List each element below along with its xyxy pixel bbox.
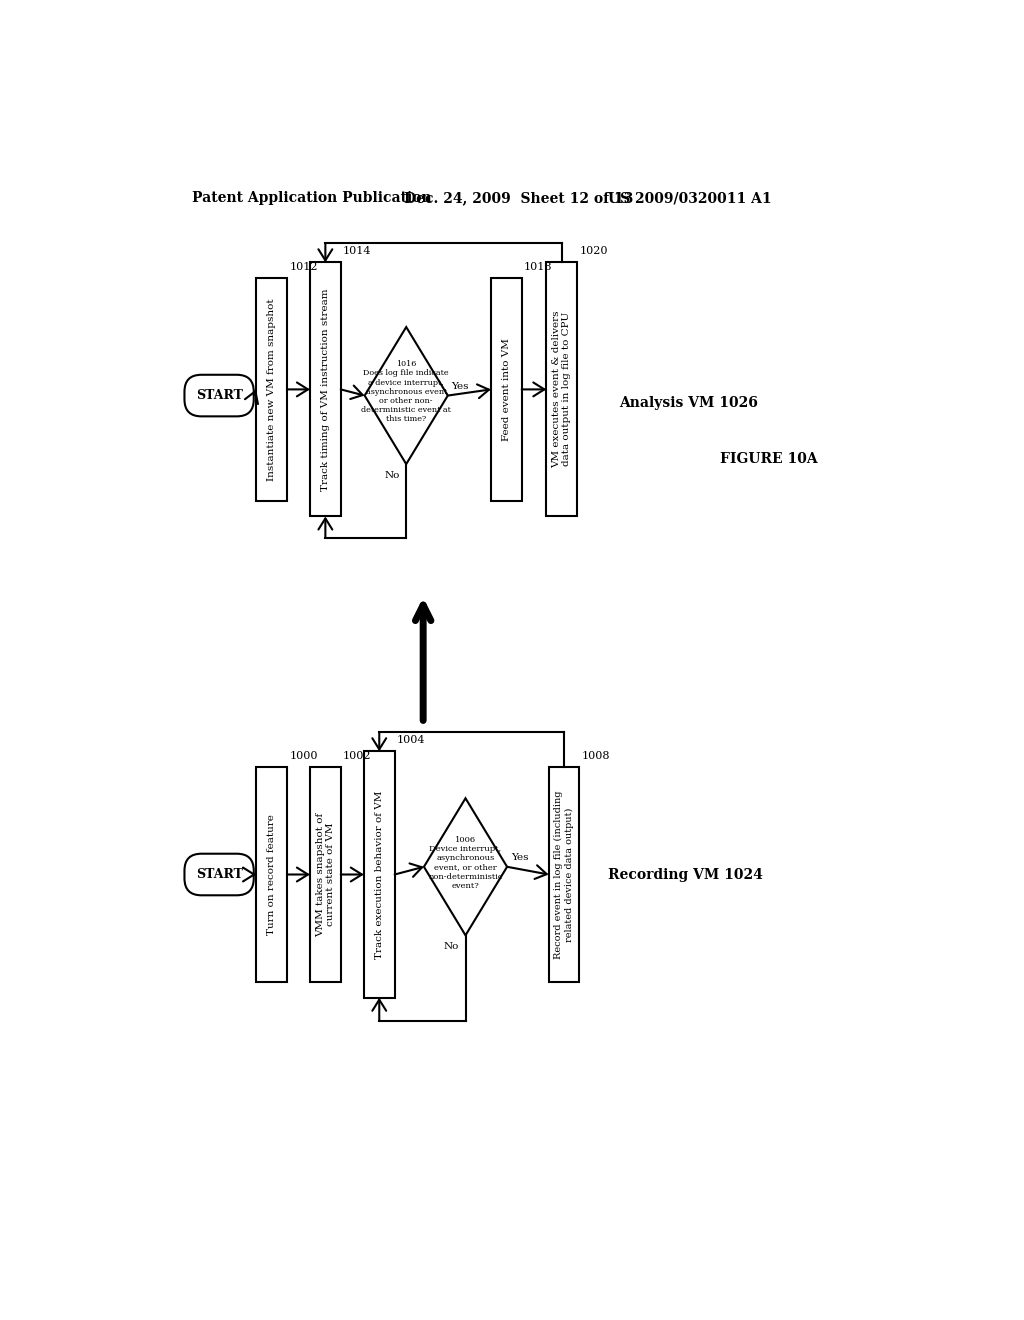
Bar bbox=[256, 767, 287, 982]
Text: No: No bbox=[385, 471, 400, 480]
Bar bbox=[549, 767, 580, 982]
Text: 1004: 1004 bbox=[397, 735, 426, 744]
Text: 1002: 1002 bbox=[343, 751, 372, 760]
Text: VMM takes snapshot of
current state of VM: VMM takes snapshot of current state of V… bbox=[315, 812, 335, 937]
Text: Record event in log file (including
related device data output): Record event in log file (including rela… bbox=[554, 791, 573, 958]
Polygon shape bbox=[424, 799, 507, 936]
FancyBboxPatch shape bbox=[184, 375, 254, 416]
Text: No: No bbox=[444, 942, 460, 952]
Bar bbox=[310, 263, 341, 516]
Bar bbox=[547, 263, 578, 516]
Bar bbox=[490, 277, 521, 502]
Text: Turn on record feature: Turn on record feature bbox=[267, 814, 276, 935]
Text: Analysis VM 1026: Analysis VM 1026 bbox=[620, 396, 759, 411]
Text: 1020: 1020 bbox=[580, 247, 608, 256]
Text: Recording VM 1024: Recording VM 1024 bbox=[608, 867, 763, 882]
Text: 1014: 1014 bbox=[343, 247, 372, 256]
Text: 1012: 1012 bbox=[289, 261, 317, 272]
Text: US 2009/0320011 A1: US 2009/0320011 A1 bbox=[608, 191, 772, 206]
Text: Feed event into VM: Feed event into VM bbox=[502, 338, 511, 441]
Text: Instantiate new VM from snapshot: Instantiate new VM from snapshot bbox=[267, 298, 276, 480]
Text: 1006
Device interrupt,
asynchronous
event, or other
non-deterministic
event?: 1006 Device interrupt, asynchronous even… bbox=[428, 836, 503, 890]
Text: START: START bbox=[196, 389, 243, 403]
Text: Patent Application Publication: Patent Application Publication bbox=[193, 191, 432, 206]
Text: 1018: 1018 bbox=[524, 261, 553, 272]
Bar bbox=[364, 751, 394, 998]
Text: Dec. 24, 2009  Sheet 12 of 13: Dec. 24, 2009 Sheet 12 of 13 bbox=[403, 191, 633, 206]
Text: VM executes event & delivers
data output in log file to CPU: VM executes event & delivers data output… bbox=[552, 310, 571, 469]
Text: Track timing of VM instruction stream: Track timing of VM instruction stream bbox=[321, 288, 330, 491]
Bar bbox=[310, 767, 341, 982]
Text: 1008: 1008 bbox=[582, 751, 610, 760]
Bar bbox=[256, 277, 287, 502]
Text: Yes: Yes bbox=[452, 381, 469, 391]
FancyBboxPatch shape bbox=[184, 854, 254, 895]
Text: START: START bbox=[196, 869, 243, 880]
Text: FIGURE 10A: FIGURE 10A bbox=[720, 451, 817, 466]
Text: 1000: 1000 bbox=[289, 751, 317, 760]
Text: Yes: Yes bbox=[511, 853, 528, 862]
Text: 1016
Does log file indicate
a device interrupt,
asynchronous event
or other non-: 1016 Does log file indicate a device int… bbox=[361, 360, 452, 424]
Text: Track execution behavior of VM: Track execution behavior of VM bbox=[375, 791, 384, 958]
Polygon shape bbox=[365, 327, 447, 465]
